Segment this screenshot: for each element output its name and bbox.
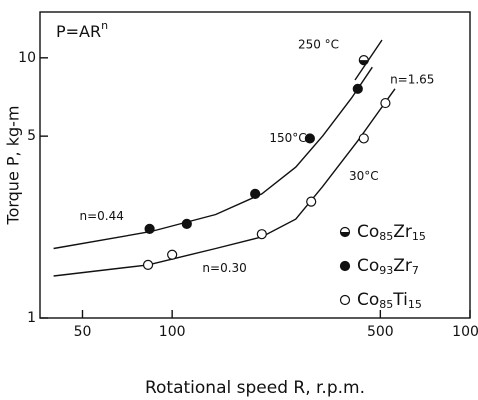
text-part: Zr [393,256,412,276]
marker [352,83,363,94]
marker [181,218,192,229]
marker-circle [358,133,369,144]
chart-title: P=ARn [56,19,108,41]
marker-circle [304,133,315,144]
marker-circle [380,97,391,109]
marker [304,133,315,144]
marker [380,97,391,109]
text-part: 93 [379,264,393,277]
marker [142,259,154,270]
text-part: P=AR [56,22,101,41]
x-tick-label: 500 [367,324,394,340]
marker [306,196,317,207]
text-part: Co [357,256,379,276]
marker [358,54,369,66]
annotation: n=0.44 [79,209,123,223]
plot-frame [39,11,471,319]
marker [256,229,267,240]
marker-circle [181,218,192,229]
legend-label: Co85Ti15 [357,290,422,311]
text-part: 85 [379,230,393,243]
marker-circle [306,196,317,207]
y-tick-label: 1 [27,310,36,326]
fit-line [53,66,373,250]
marker-circle [142,259,154,270]
marker-circle [250,188,261,199]
annotation: n=0.30 [202,261,246,275]
y-tick-label: 5 [27,128,36,144]
x-axis-label: Rotational speed R, r.p.m. [145,378,365,398]
marker [250,188,261,199]
annotation: 30°C [349,169,379,183]
marker-circle [167,249,178,260]
annotation: n=1.65 [390,73,434,87]
marker [339,260,351,272]
text-part: Co [357,222,379,242]
x-tick-label: 50 [74,324,92,340]
text-part: Ti [392,290,408,310]
annotation: 150°C [269,131,306,145]
marker-half [359,60,369,65]
x-tick-label: 100 [159,324,186,340]
legend-label: Co93Zr7 [357,256,419,277]
text-part: 85 [379,298,393,311]
marker [339,294,351,306]
fit-line [53,88,396,277]
marker-half [340,232,350,237]
marker-circle [339,260,351,272]
text-part: Zr [393,222,412,242]
text-part: 15 [408,298,422,311]
legend-label: Co85Zr15 [357,222,426,243]
marker [167,249,178,260]
text-part: n [101,19,108,32]
marker [144,223,155,235]
text-part: 15 [412,230,426,243]
marker-circle [352,83,363,94]
marker-circle [144,223,155,235]
text-part: 7 [412,264,419,277]
annotation: 250 °C [298,38,339,52]
marker-circle [339,294,351,306]
text-part: Co [357,290,379,310]
marker-circle [256,229,267,240]
marker [358,133,369,144]
x-tick-label: 1000 [452,324,478,340]
y-axis-label: Torque P, kg-m [4,106,23,226]
marker [339,226,351,238]
y-tick-label: 10 [18,50,36,66]
